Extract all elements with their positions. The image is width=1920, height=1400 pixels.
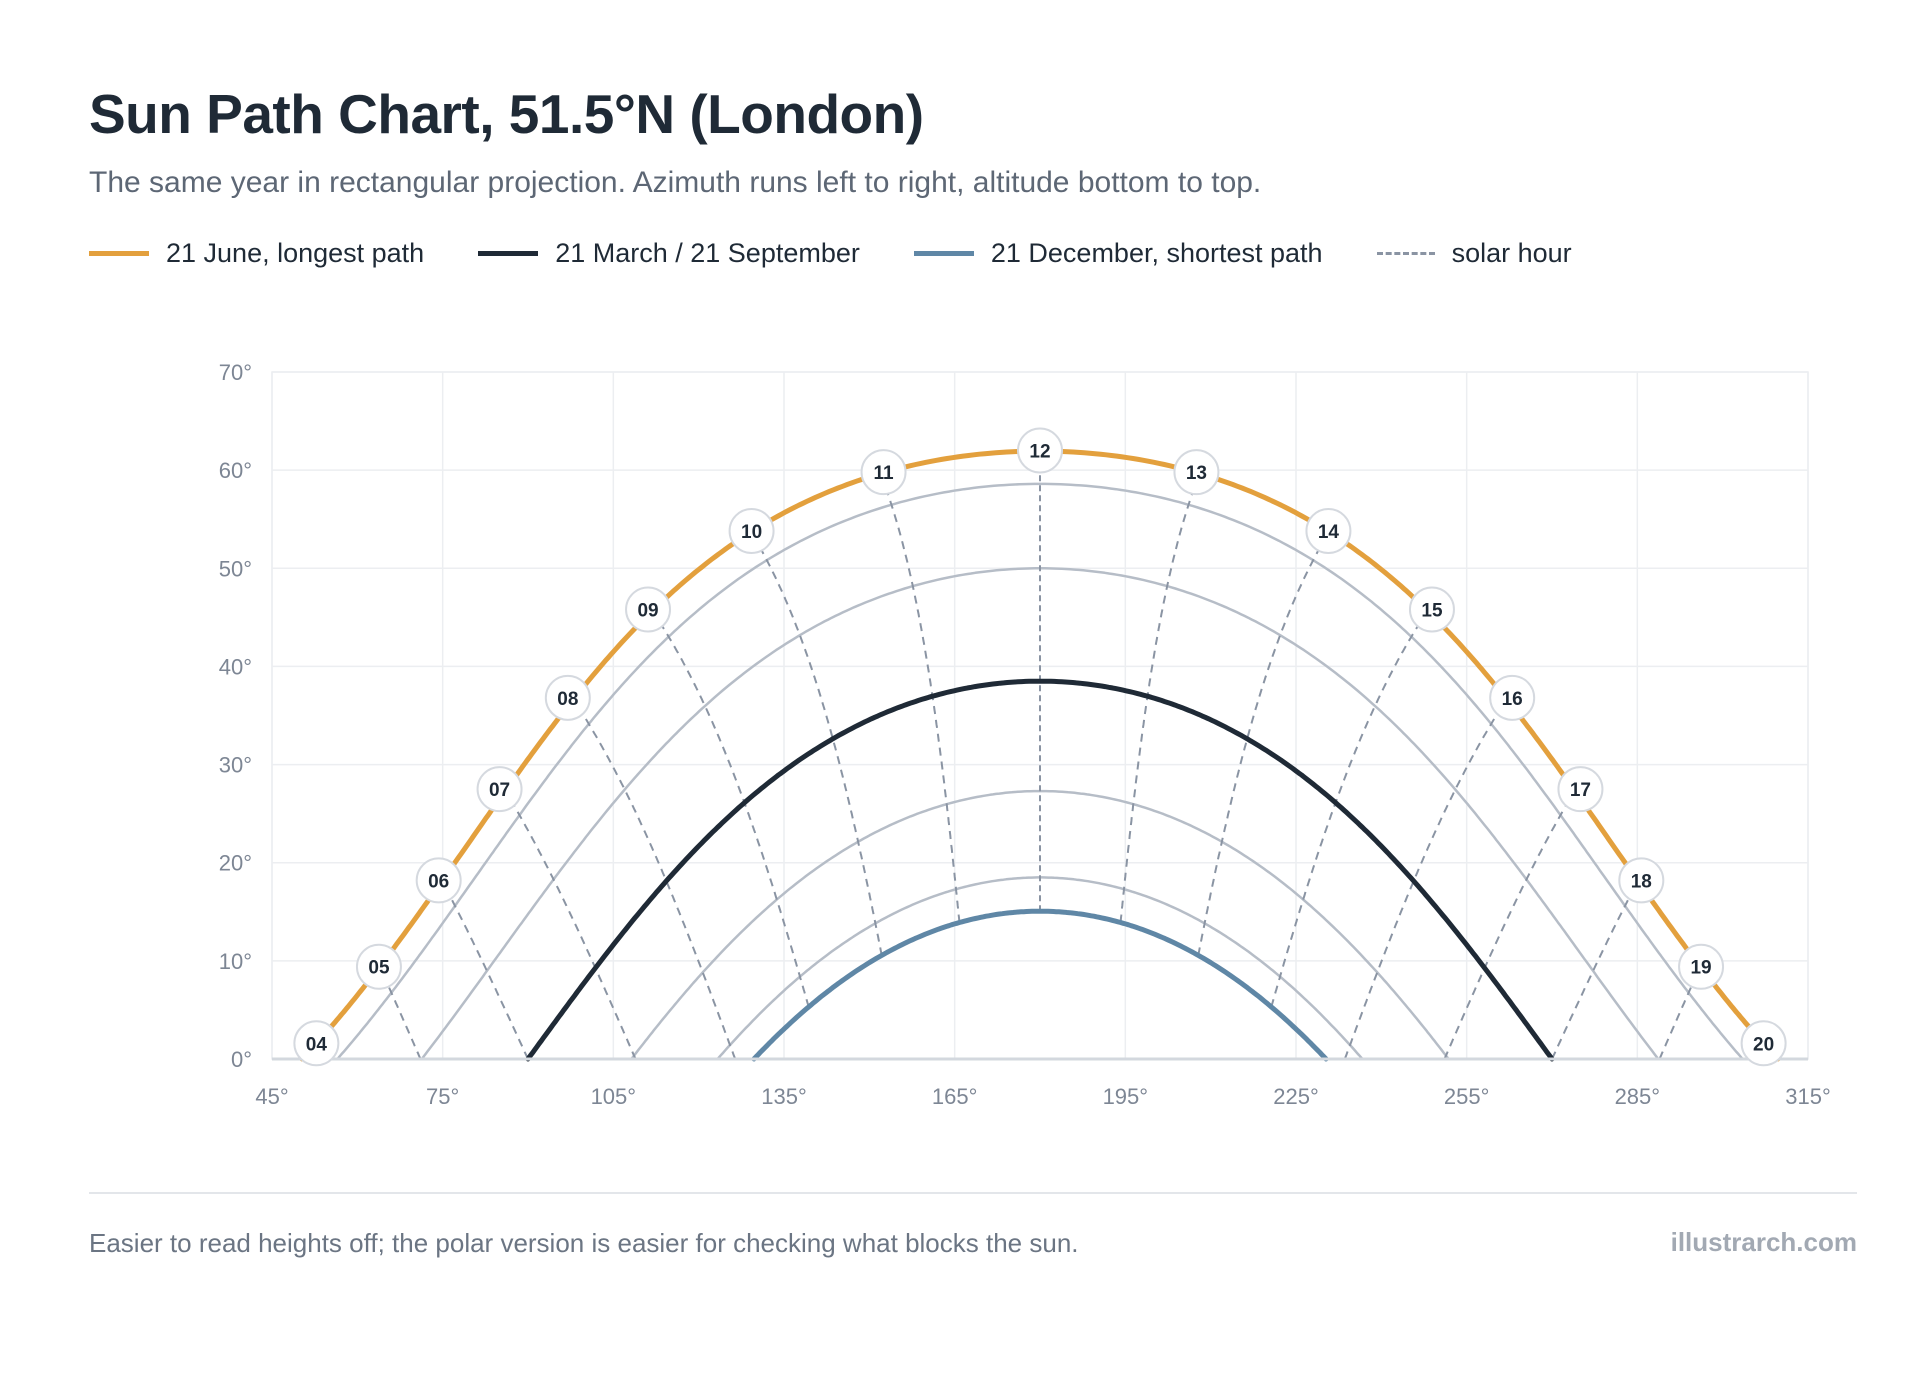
x-tick-label: 255° — [1444, 1084, 1490, 1109]
legend-swatch-equinox — [478, 251, 539, 256]
hour-markers: 04 05 06 07 08 09 10 11 12 13 14 15 16 17 18 19 20 — [293, 427, 1787, 1067]
hour-marker — [860, 449, 907, 496]
hour-marker-label: 17 — [1570, 780, 1591, 801]
hour-marker-label: 11 — [874, 463, 895, 484]
hour-marker — [1173, 449, 1220, 496]
chart-grid — [271, 371, 1809, 1060]
hour-marker-label: 19 — [1690, 958, 1711, 979]
legend-label-equinox: 21 March / 21 September — [555, 238, 860, 268]
hour-marker-label: 07 — [489, 780, 510, 801]
day-path-6 — [716, 876, 1364, 1061]
hour-marker-label: 09 — [637, 601, 658, 622]
hour-line-17 — [1443, 791, 1575, 1060]
sun-path-chart: 45° 75° 105° 135° 165° 195° 225° 255° 285° 315° 0°… — [219, 360, 1831, 1109]
hour-marker-label: 13 — [1186, 463, 1207, 484]
series-line-0 — [299, 448, 1781, 1062]
hour-marker — [625, 586, 672, 633]
y-tick-label: 0° — [231, 1047, 252, 1072]
x-tick-label: 225° — [1273, 1084, 1319, 1109]
legend-item-equinox: 21 March / 21 September — [478, 238, 860, 269]
hour-marker — [293, 1020, 340, 1067]
chart-title: Sun Path Chart, 51.5°N (London) — [89, 83, 924, 145]
footer-note: Easier to read heights off; the polar ve… — [89, 1228, 1079, 1258]
hour-marker — [728, 507, 775, 554]
key-day-paths — [299, 448, 1781, 1062]
hour-marker-label: 05 — [368, 958, 390, 979]
hour-marker-label: 12 — [1029, 442, 1050, 463]
hour-marker — [1618, 857, 1665, 904]
hour-marker — [1489, 674, 1536, 721]
x-tick-label: 45° — [255, 1084, 288, 1109]
hour-marker-label: 20 — [1753, 1034, 1774, 1055]
hour-marker-label: 14 — [1318, 522, 1340, 543]
hour-line-06 — [441, 881, 529, 1060]
hour-line-05 — [379, 967, 422, 1060]
legend: 21 June, longest path 21 March / 21 Sept… — [89, 238, 1572, 269]
legend-label-solar-hour: solar hour — [1451, 238, 1572, 268]
legend-label-december: 21 December, shortest path — [990, 238, 1323, 268]
legend-swatch-solar-hour — [1376, 252, 1435, 255]
hour-line-07 — [505, 791, 637, 1060]
legend-label-june: 21 June, longest path — [166, 238, 425, 268]
footer-source: illustrarch.com — [1670, 1227, 1857, 1257]
chart-subtitle: The same year in rectangular projection.… — [89, 166, 1262, 199]
day-path-4 — [420, 567, 1660, 1061]
hour-marker — [1678, 943, 1725, 990]
hour-marker-label: 08 — [557, 689, 578, 710]
y-tick-label: 50° — [219, 556, 252, 581]
hour-marker-label: 16 — [1502, 689, 1523, 710]
hour-marker — [1740, 1020, 1787, 1067]
hour-line-10 — [750, 532, 883, 956]
y-tick-label: 20° — [219, 851, 252, 876]
legend-swatch-december — [913, 251, 974, 256]
hour-marker-label: 04 — [306, 1034, 328, 1055]
hour-marker-label: 18 — [1631, 871, 1652, 892]
hour-line-18 — [1551, 881, 1639, 1060]
x-tick-label: 135° — [761, 1084, 807, 1109]
hour-marker — [1557, 766, 1604, 813]
hour-marker — [1305, 507, 1352, 554]
hour-marker — [1017, 427, 1063, 474]
hour-line-14 — [1197, 532, 1330, 956]
legend-swatch-june — [89, 251, 149, 256]
x-tick-label: 285° — [1615, 1084, 1661, 1109]
hour-marker-label: 10 — [741, 522, 762, 543]
legend-item-december: 21 December, shortest path — [913, 238, 1323, 269]
x-tick-label: 195° — [1103, 1084, 1149, 1109]
series-line-1 — [525, 678, 1555, 1062]
hour-marker-label: 15 — [1421, 601, 1443, 622]
y-tick-label: 60° — [219, 458, 252, 483]
y-tick-label: 40° — [219, 654, 252, 679]
x-tick-label: 315° — [1785, 1084, 1831, 1109]
x-tick-label: 165° — [932, 1084, 978, 1109]
hour-line-09 — [652, 611, 810, 1008]
y-tick-label: 30° — [219, 753, 252, 778]
series-line-2 — [751, 908, 1329, 1062]
hour-marker — [476, 766, 523, 813]
day-path-3 — [336, 482, 1744, 1061]
hour-line-08 — [573, 699, 737, 1060]
hour-line-16 — [1343, 699, 1507, 1060]
y-tick-label: 10° — [219, 949, 252, 974]
y-tick-label: 70° — [219, 360, 252, 385]
hour-marker — [355, 943, 402, 990]
x-tick-label: 75° — [426, 1084, 459, 1109]
x-tick-label: 105° — [591, 1084, 637, 1109]
hour-marker — [415, 857, 462, 904]
legend-item-solar-hour: solar hour — [1376, 238, 1572, 269]
hour-marker — [1408, 586, 1455, 633]
hour-line-15 — [1270, 611, 1428, 1008]
hour-marker — [544, 674, 591, 721]
legend-item-june: 21 June, longest path — [89, 238, 424, 269]
hour-marker-label: 06 — [428, 871, 449, 892]
hour-line-19 — [1658, 967, 1701, 1060]
footer-divider — [89, 1192, 1857, 1194]
chart-axes: 45° 75° 105° 135° 165° 195° 225° 255° 285° 315° 0°… — [219, 360, 1831, 1109]
